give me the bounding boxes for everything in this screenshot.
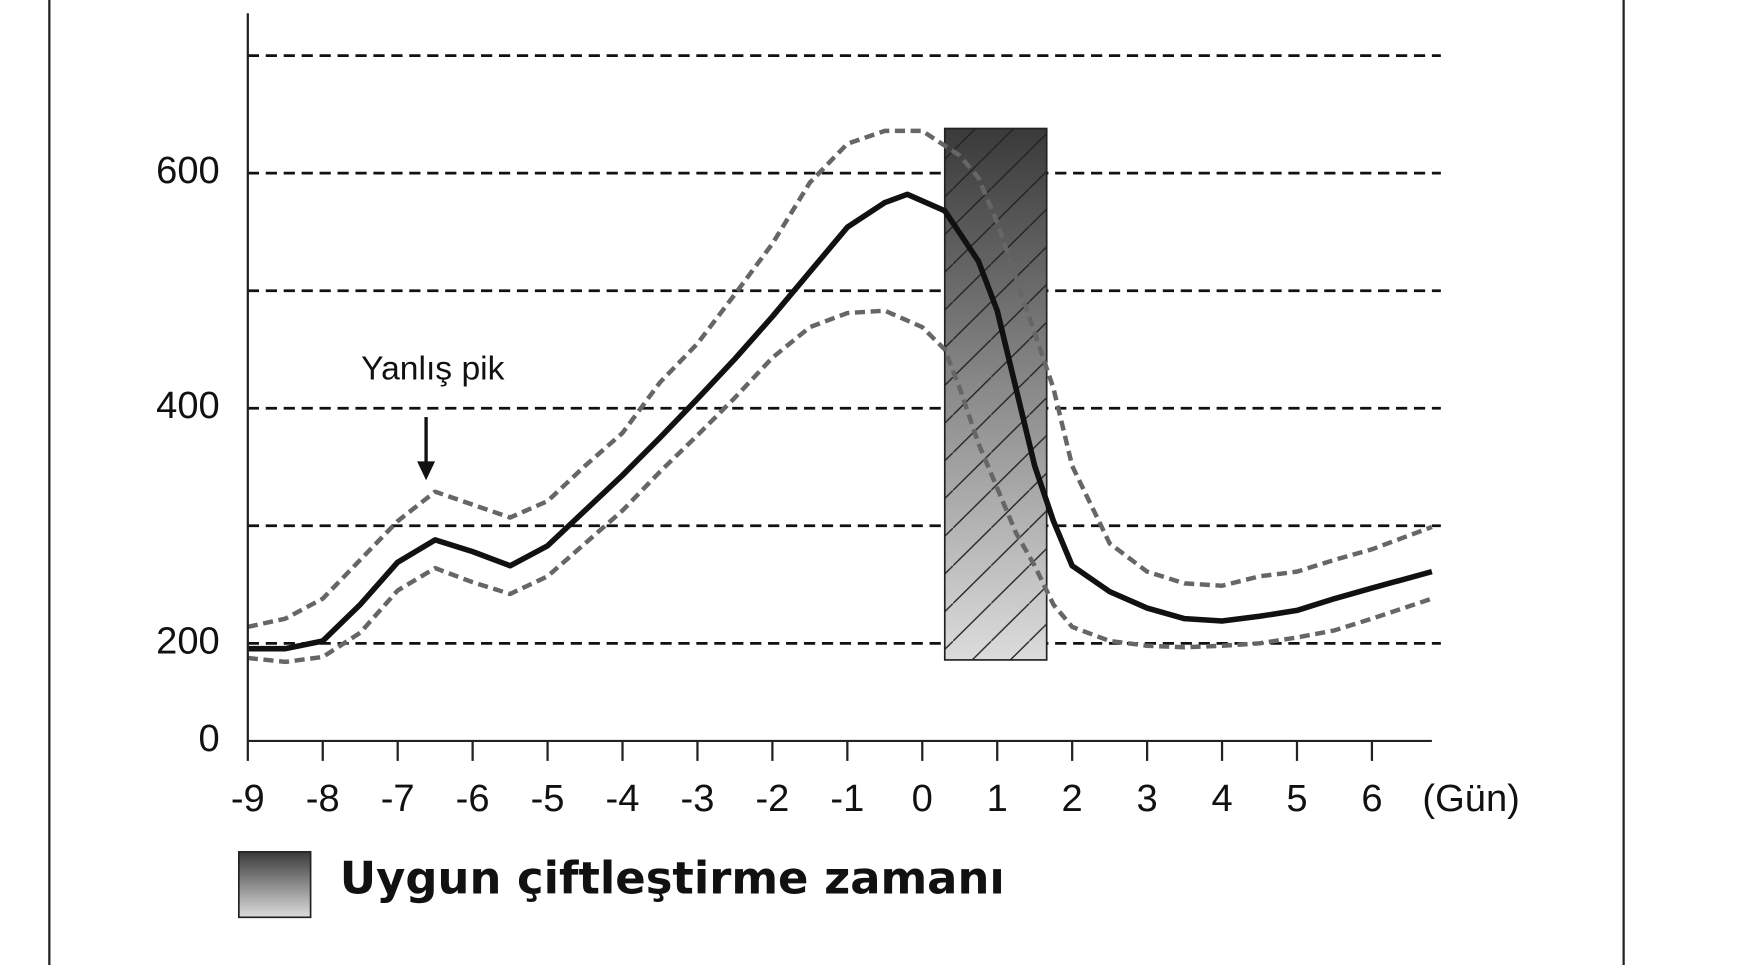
series-line — [247, 191, 1433, 652]
x-tick-label: -4 — [606, 778, 640, 820]
x-tick-label: -1 — [830, 778, 864, 820]
annotation: Yanlış pik — [361, 350, 505, 387]
y-tick-label: 200 — [156, 620, 220, 662]
series-line — [247, 128, 1433, 630]
x-tick-label: 0 — [912, 778, 933, 820]
x-tick-label: 4 — [1211, 778, 1232, 820]
axes: 0 200 400 600 -9 -8 -7 -6 -5 -4 -3 -2 -1 0 1 2 3 4 5 6 — [156, 150, 1382, 819]
y-tick-label: 0 — [199, 718, 220, 760]
x-tick-label: -8 — [306, 778, 340, 820]
series-line — [247, 308, 1433, 665]
x-tick-label: -2 — [755, 778, 789, 820]
legend-label: Uygun çiftleştirme zamanı — [340, 853, 1005, 905]
x-unit: (Gün) — [1422, 778, 1519, 820]
x-tick-label: 1 — [987, 778, 1008, 820]
x-tick-label: 5 — [1286, 778, 1307, 820]
x-tick-label: -5 — [531, 778, 565, 820]
legend-swatch — [237, 851, 312, 919]
y-tick-label: 600 — [156, 150, 220, 192]
x-tick-label: -7 — [381, 778, 415, 820]
x-tick-label: -3 — [681, 778, 715, 820]
x-tick-label: 6 — [1361, 778, 1382, 820]
grid — [247, 54, 1441, 645]
plot — [247, 127, 1433, 665]
x-tick-label: 3 — [1137, 778, 1158, 820]
annotation-arrowhead — [417, 461, 436, 481]
x-tick-label: -9 — [231, 778, 265, 820]
x-tick-label: -6 — [456, 778, 490, 820]
y-tick-label: 400 — [156, 385, 220, 427]
x-tick-label: 2 — [1062, 778, 1083, 820]
